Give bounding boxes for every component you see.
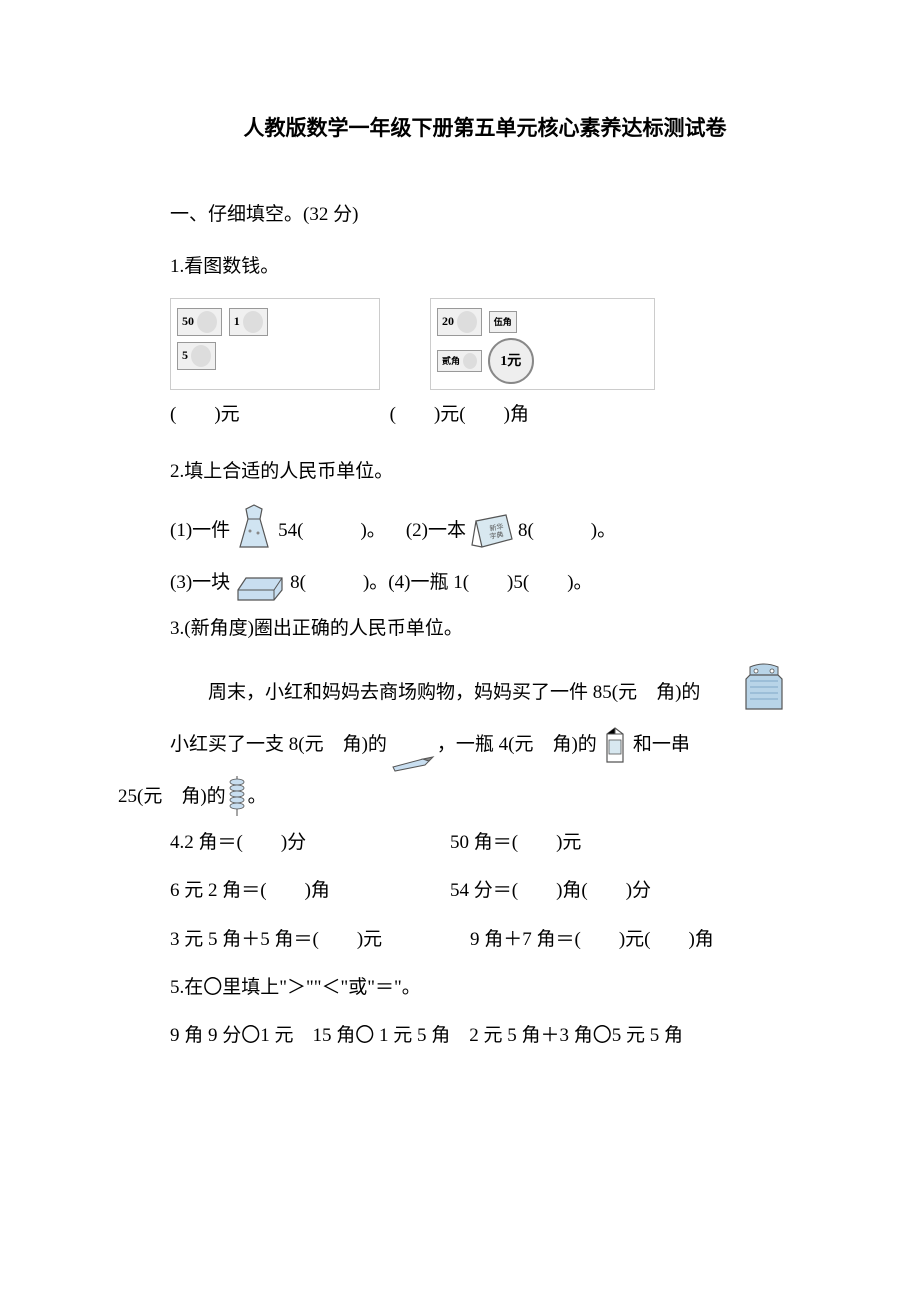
q3-p1-text: 周末，小红和妈妈去商场购物，妈妈买了一件 85(元 角)的 xyxy=(170,671,700,715)
milk-icon xyxy=(599,724,631,766)
bill-5: 5 xyxy=(177,342,216,370)
q5-line: 9 角 9 分〇1 元 15 角〇 1 元 5 角 2 元 5 角＋3 角〇5 … xyxy=(170,1019,800,1053)
q4-l2a: 6 元 2 角＝( )角 xyxy=(170,874,410,908)
q2-3-blank: 8( )。(4)一瓶 1( )5( )。 xyxy=(290,561,592,605)
sweater-icon xyxy=(702,661,750,715)
q3-p3b-text: 。 xyxy=(248,775,267,819)
q4-l2b: 54 分＝( )角( )分 xyxy=(450,874,651,908)
candy-icon xyxy=(228,774,246,818)
q4-line1: 4.2 角＝( )分 50 角＝( )元 xyxy=(170,826,800,860)
q3-p2c-text: 和一串 xyxy=(633,723,690,767)
q3-para1: 周末，小红和妈妈去商场购物，妈妈买了一件 85(元 角)的 xyxy=(170,661,800,715)
money-group-2: 20 伍角 贰角 1元 xyxy=(430,298,655,390)
q4-l3a: 3 元 5 角＋5 角＝( )元 xyxy=(170,923,430,957)
q4-l3b: 9 角＋7 角＝( )元( )角 xyxy=(470,923,714,957)
q3-para2: 小红买了一支 8(元 角)的 ，一瓶 4(元 角)的 和一串 xyxy=(170,723,800,767)
q2-1-text: (1)一件 xyxy=(170,509,230,553)
q4-line3: 3 元 5 角＋5 角＝( )元 9 角＋7 角＝( )元( )角 xyxy=(170,923,800,957)
q1-answers: ( )元 ( )元( )角 xyxy=(170,398,800,432)
bill-2jiao: 贰角 xyxy=(437,350,482,372)
q3-p3a-text: 25(元 角)的 xyxy=(118,775,226,819)
bill-50: 50 xyxy=(177,308,222,336)
q1-ans1: ( )元 xyxy=(170,398,240,432)
dress-icon xyxy=(232,503,276,553)
q5-label: 5.在〇里填上"＞""＜"或"＝"。 xyxy=(170,971,800,1005)
q3-p2a-text: 小红买了一支 8(元 角)的 xyxy=(170,723,387,767)
q1-ans2: ( )元( )角 xyxy=(390,398,529,432)
bill-5jiao: 伍角 xyxy=(489,311,517,333)
exam-title: 人教版数学一年级下册第五单元核心素养达标测试卷 xyxy=(170,110,800,148)
coin-1yuan: 1元 xyxy=(488,338,534,384)
q3-label: 3.(新角度)圈出正确的人民币单位。 xyxy=(170,612,800,646)
q4-l1a: 4.2 角＝( )分 xyxy=(170,826,410,860)
q4-l1b: 50 角＝( )元 xyxy=(450,826,581,860)
bill-20: 20 xyxy=(437,308,482,336)
book-icon: 新华 字典 xyxy=(468,511,516,553)
money-images-row: 50 1 5 20 伍角 贰角 1元 xyxy=(170,298,800,390)
money-group-1: 50 1 5 xyxy=(170,298,380,390)
q2-line1: (1)一件 54( )。 (2)一本 新华 字典 8( )。 xyxy=(170,503,800,553)
pencil-icon xyxy=(389,746,435,766)
q2-2-blank: 8( )。 xyxy=(518,509,616,553)
bill-1: 1 xyxy=(229,308,268,336)
q2-1-blank: 54( )。 xyxy=(278,509,386,553)
q3-para3: 25(元 角)的 。 xyxy=(118,774,800,818)
section-1-header: 一、仔细填空。(32 分) xyxy=(170,198,800,232)
q3-p2b-text: ，一瓶 4(元 角)的 xyxy=(437,723,597,767)
q2-3-text: (3)一块 xyxy=(170,561,230,605)
q1-label: 1.看图数钱。 xyxy=(170,250,800,284)
eraser-icon xyxy=(232,570,288,604)
q2-2-text: (2)一本 xyxy=(406,509,466,553)
q2-label: 2.填上合适的人民币单位。 xyxy=(170,455,800,489)
q2-line2: (3)一块 8( )。(4)一瓶 1( )5( )。 xyxy=(170,561,800,605)
q4-line2: 6 元 2 角＝( )角 54 分＝( )角( )分 xyxy=(170,874,800,908)
